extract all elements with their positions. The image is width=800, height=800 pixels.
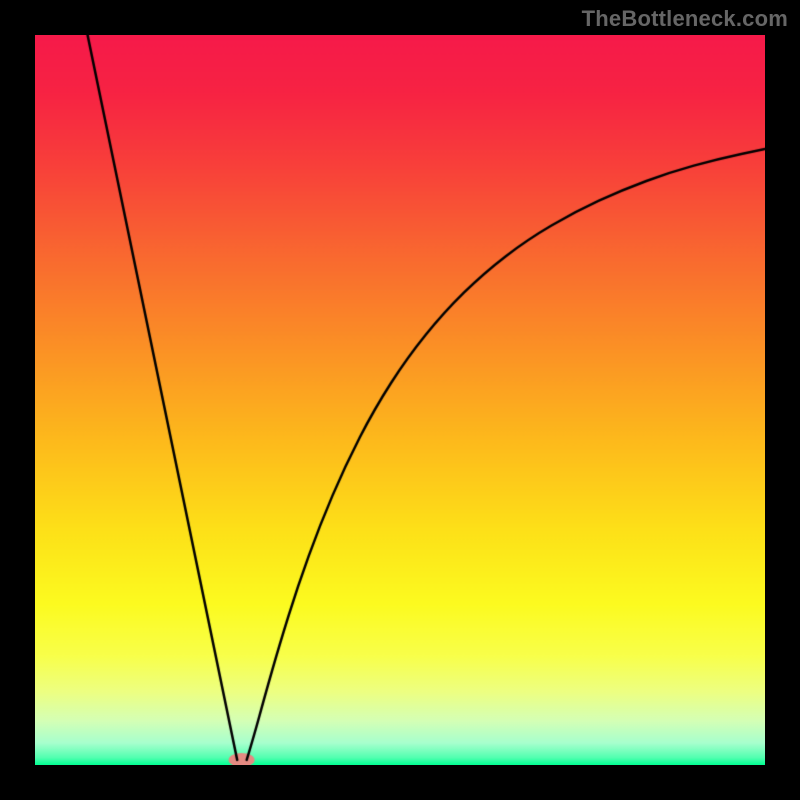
- watermark-text: TheBottleneck.com: [582, 6, 788, 32]
- chart-plot-area: [35, 35, 765, 765]
- gradient-curve-canvas: [35, 35, 765, 765]
- chart-frame: TheBottleneck.com: [0, 0, 800, 800]
